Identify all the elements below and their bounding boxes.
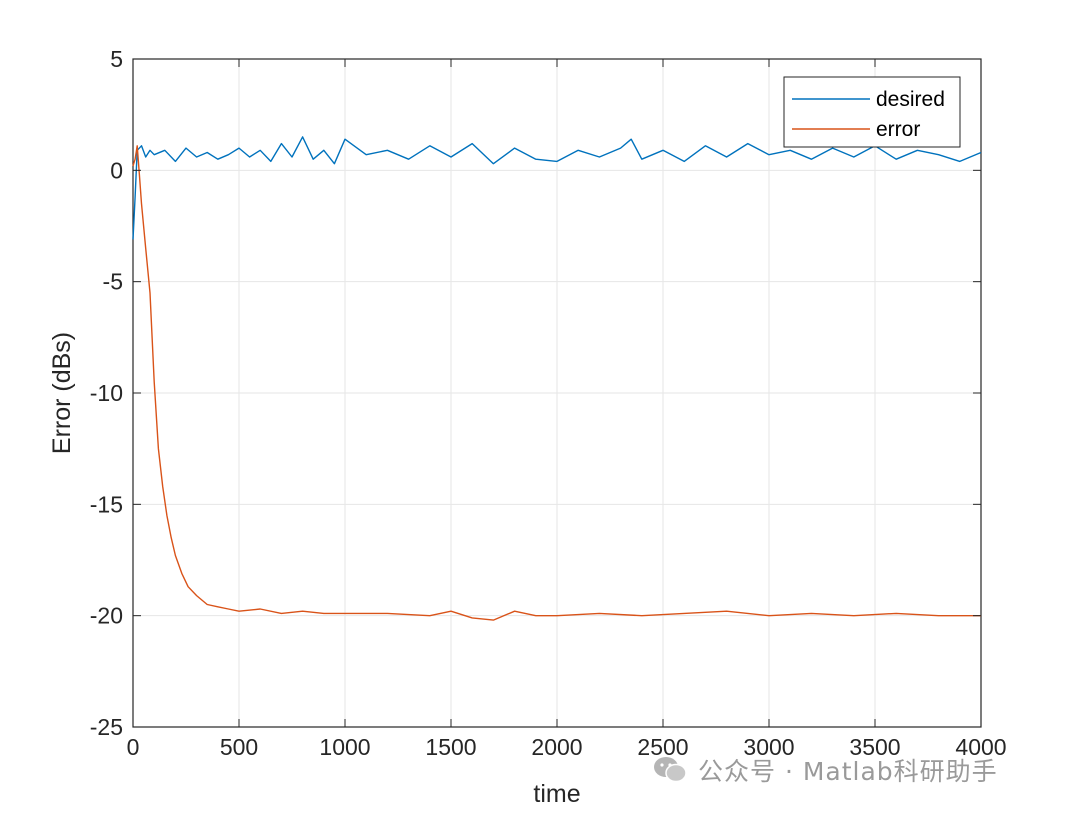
x-tick-label: 1000 <box>319 734 370 760</box>
x-tick-label: 3500 <box>849 734 900 760</box>
watermark-text: 公众号 · Matlab科研助手 <box>698 757 998 786</box>
y-tick-label: -15 <box>90 491 123 517</box>
x-tick-label: 0 <box>127 734 140 760</box>
x-tick-label: 500 <box>220 734 258 760</box>
legend: desired error <box>783 76 961 148</box>
y-tick-label: -25 <box>90 714 123 740</box>
series-line-desired <box>132 136 982 240</box>
legend-label-error: error <box>876 118 920 141</box>
y-tick-label: -10 <box>90 380 123 406</box>
y-tick-label: 5 <box>110 46 123 72</box>
x-tick-label: 1500 <box>425 734 476 760</box>
y-tick-label: -5 <box>103 269 123 295</box>
series-line-error <box>132 145 981 621</box>
x-tick-label: 2000 <box>531 734 582 760</box>
series-layer <box>132 136 982 621</box>
legend-label-desired: desired <box>876 88 945 111</box>
x-axis-label: time <box>533 780 580 808</box>
wechat-icon <box>654 757 687 783</box>
legend-box <box>783 76 961 148</box>
x-tick-label: 2500 <box>637 734 688 760</box>
axis-ticks: 0 500 1000 1500 2000 2500 3000 3500 4000 5 0 -5 -10 -… <box>90 46 1007 760</box>
y-tick-label: 0 <box>110 157 123 183</box>
x-tick-label: 4000 <box>955 734 1006 760</box>
y-tick-label: -20 <box>90 603 123 629</box>
y-axis-label: Error (dBs) <box>48 332 76 454</box>
watermark: 公众号 · Matlab科研助手 <box>652 752 998 788</box>
x-tick-label: 3000 <box>743 734 794 760</box>
